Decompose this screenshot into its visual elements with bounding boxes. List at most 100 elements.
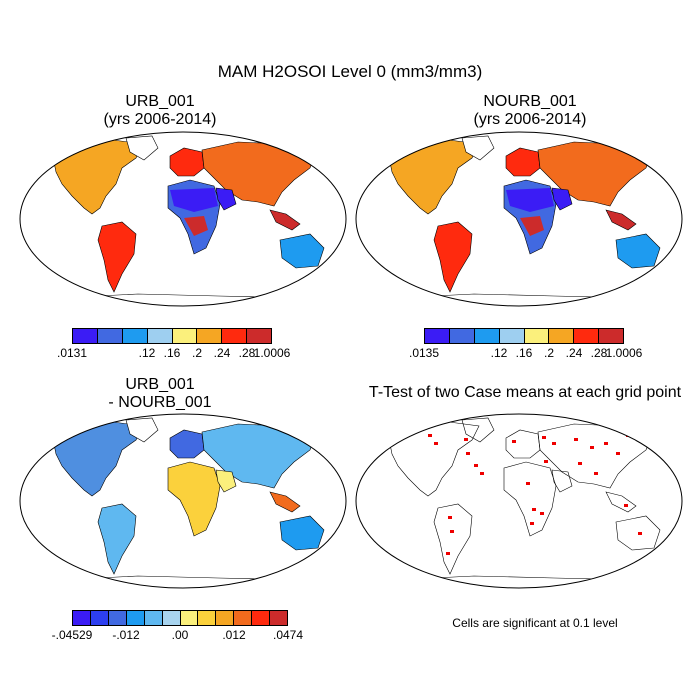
significant-cell xyxy=(526,482,530,485)
landmass-north-america xyxy=(51,139,144,215)
colorbar-diff xyxy=(72,610,288,626)
significant-cell xyxy=(532,508,536,511)
colorbar-nourb-ticks: .0135 .12 .16 .2 .24 .28 1.0006 xyxy=(409,346,642,362)
tick-label: .00 xyxy=(171,628,189,642)
coastlines-ttest xyxy=(387,417,661,588)
colorbar-cell xyxy=(197,329,223,343)
panel-title-diff: URB_001 - NOURB_001 xyxy=(50,376,270,412)
arid-region xyxy=(170,188,218,212)
significant-cell xyxy=(464,438,468,441)
colorbar-urb-ticks: .0131 .12 .16 .2 .24 .28 1.0006 xyxy=(57,346,290,362)
landmass-europe xyxy=(505,147,541,177)
landmass-australia xyxy=(279,233,325,269)
landmass-europe xyxy=(505,429,541,459)
panel-nourb-title-line2: (yrs 2006-2014) xyxy=(473,111,587,128)
significant-cell xyxy=(428,434,432,437)
tick-label: .28 xyxy=(238,346,256,360)
tick-label: -.012 xyxy=(112,628,140,642)
significant-cell xyxy=(616,452,620,455)
panel-diff-title-line2: - NOURB_001 xyxy=(108,394,212,411)
colorbar-cell xyxy=(499,329,525,343)
colorbar-cell xyxy=(126,611,145,625)
landmass-greenland xyxy=(461,417,495,443)
tick-label: .012 xyxy=(222,628,246,642)
landmass-north-america xyxy=(387,421,480,497)
landmass-southeast-asia xyxy=(269,209,301,231)
significant-cell xyxy=(466,452,470,455)
tick-label: .12 xyxy=(138,346,156,360)
panel-title-ttest: T-Test of two Case means at each grid po… xyxy=(368,384,682,401)
tick-label: .2 xyxy=(543,346,555,360)
tick-label: -.04529 xyxy=(51,628,93,642)
landmass-asia xyxy=(537,423,653,489)
panel-nourb-title-line1: NOURB_001 xyxy=(483,93,577,110)
significant-cell xyxy=(578,462,582,465)
significant-cell xyxy=(480,472,484,475)
land-diff xyxy=(51,417,325,588)
colorbar-cell xyxy=(73,611,91,625)
panel-diff-title-line1: URB_001 xyxy=(125,376,195,393)
significant-cell xyxy=(434,442,438,445)
significant-cell xyxy=(512,440,516,443)
colorbar-cell xyxy=(198,611,217,625)
panel-urb-title-line2: (yrs 2006-2014) xyxy=(103,111,217,128)
significant-cell xyxy=(450,530,454,533)
landmass-southeast-asia xyxy=(605,491,637,513)
significance-footnote: Cells are significant at 0.1 level xyxy=(452,616,618,630)
significant-cell xyxy=(574,438,578,441)
colorbar-urb xyxy=(72,328,272,344)
colorbar-cell xyxy=(216,611,235,625)
tick-label: .24 xyxy=(213,346,231,360)
tick-label: .16 xyxy=(515,346,533,360)
colorbar-diff-ticks: -.04529 -.012 .00 .012 .0474 xyxy=(52,628,303,644)
significant-cell xyxy=(542,436,546,439)
colorbar-cell xyxy=(122,329,148,343)
significant-cells xyxy=(428,434,642,555)
colorbar-cell xyxy=(144,611,163,625)
colorbar-cell xyxy=(222,329,248,343)
colorbar-cell xyxy=(252,611,271,625)
map-urb xyxy=(19,131,347,307)
landmass-north-america xyxy=(387,139,480,215)
landmass-europe xyxy=(169,429,205,459)
map-ttest xyxy=(355,413,683,589)
land-nourb xyxy=(387,135,661,306)
map-urb-border xyxy=(19,131,347,307)
map-nourb-border xyxy=(355,131,683,307)
tick-label: .0474 xyxy=(272,628,304,642)
colorbar-cell xyxy=(574,329,600,343)
colorbar-cell xyxy=(549,329,575,343)
humid-region xyxy=(184,216,208,236)
landmass-australia xyxy=(615,233,661,269)
colorbar-cell xyxy=(180,611,199,625)
significant-cell xyxy=(552,442,556,445)
colorbar-cell xyxy=(449,329,475,343)
significant-cell xyxy=(540,512,544,515)
landmass-south-america xyxy=(97,221,137,293)
significant-cell xyxy=(604,442,608,445)
significant-cell xyxy=(544,460,548,463)
landmass-greenland xyxy=(125,135,159,161)
map-ttest-border xyxy=(355,413,683,589)
tick-label: .16 xyxy=(163,346,181,360)
tick-label: .0131 xyxy=(56,346,88,360)
colorbar-cell xyxy=(234,611,253,625)
landmass-arabia xyxy=(215,187,237,211)
colorbar-cell xyxy=(172,329,198,343)
landmass-greenland xyxy=(461,135,495,161)
colorbar-cell xyxy=(599,329,623,343)
landmass-north-america xyxy=(51,421,144,497)
significant-cell xyxy=(474,464,478,467)
significant-cell xyxy=(448,516,452,519)
landmass-greenland xyxy=(125,417,159,443)
colorbar-cell xyxy=(474,329,500,343)
tick-label: 1.0006 xyxy=(605,346,643,360)
colorbar-nourb xyxy=(424,328,624,344)
landmass-arabia xyxy=(551,469,573,493)
panel-title-nourb: NOURB_001 (yrs 2006-2014) xyxy=(390,93,670,129)
landmass-africa xyxy=(503,461,557,537)
landmass-south-america xyxy=(433,221,473,293)
landmass-southeast-asia xyxy=(605,209,637,231)
landmass-arabia xyxy=(215,469,237,493)
landmass-southeast-asia xyxy=(269,491,301,513)
